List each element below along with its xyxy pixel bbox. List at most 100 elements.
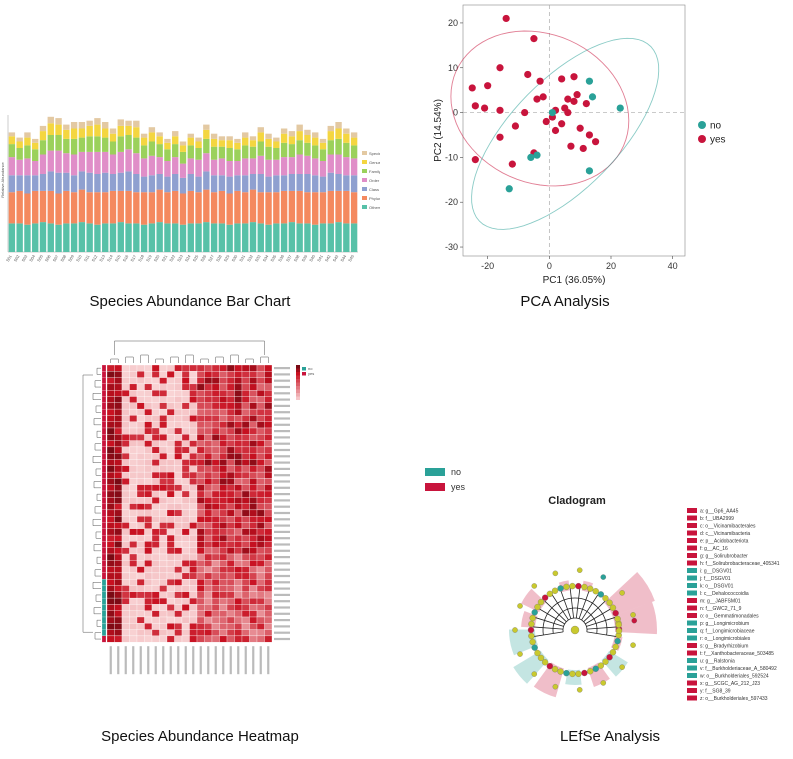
heatmap-cell [174,503,183,511]
bar-segment [273,223,280,252]
bar-segment [109,190,117,224]
heatmap-cell [136,364,145,372]
heatmap-cell [226,446,235,454]
heatmap-group-cell [101,472,107,479]
heatmap-row-label-placeholder [274,474,290,477]
heatmap-cell [136,446,145,454]
heatmap-cell [189,579,198,586]
heatmap-cell [226,503,235,511]
bar-segment [304,135,311,143]
heatmap-col-label-placeholder [139,646,142,675]
cladogram-node [541,594,549,601]
bar-x-tick-label: S02 [13,253,21,262]
heatmap-cell [106,471,115,479]
pca-point-yes [496,133,504,141]
heatmap-group-cell [101,541,107,548]
heatmap-cell [159,528,168,536]
bar-segment [343,133,350,143]
heatmap-cell [204,459,213,466]
heatmap-cell [196,383,205,391]
bar-segment [86,223,93,252]
heatmap-group-cell [101,390,107,397]
heatmap-cell [136,408,145,416]
heatmap-cell [121,604,130,611]
heatmap-cell [264,484,273,492]
heatmap-col-label-placeholder [117,646,120,675]
heatmap-cell [211,635,220,643]
heatmap-cell [219,572,228,580]
bar-segment [350,223,358,252]
bar-segment [102,128,109,138]
cladogram-node [615,627,623,635]
cladogram-taxon-label: m: g__JABFSM01 [700,599,741,605]
heatmap-cell [264,516,273,523]
heatmap-cell [226,421,235,429]
pca-x-tick-label: 0 [547,261,552,271]
heatmap-cell [181,585,190,592]
heatmap-cell [196,553,205,561]
bar-x-tick-label: S44 [339,253,347,262]
cladogram-ring [542,597,608,636]
heatmap-cell [151,597,160,605]
heatmap-col-label-placeholder [177,646,180,675]
heatmap-cell [136,566,145,574]
bar-segment [273,137,280,142]
bar-segment [265,176,272,193]
heatmap-cell [121,566,130,574]
bar-segment [242,132,249,138]
bar-segment [179,193,187,225]
heatmap-cell [196,478,205,485]
bar-segment [319,142,327,150]
cladogram-node [537,654,545,662]
heatmap-column-dendrogram [110,340,269,363]
bar-segment [94,192,101,225]
pca-point-yes [468,84,476,92]
heatmap-cell [234,434,243,441]
pca-point-no [533,151,541,159]
heatmap-cell [144,541,153,548]
heatmap-cell [121,383,130,391]
heatmap-cell [219,459,228,466]
heatmap-cell [114,597,123,605]
heatmap-cell [234,408,243,416]
heatmap-cell [106,446,115,454]
heatmap-cell [219,484,228,492]
heatmap-cell [219,610,228,618]
heatmap-cell [256,490,265,498]
heatmap-cell [106,478,115,485]
bar-segment [312,158,319,176]
cladogram-node [575,582,582,590]
heatmap-cell [129,566,138,574]
bar-segment [16,148,23,160]
heatmap-cell [129,484,138,492]
heatmap-cell [211,541,220,548]
heatmap-cell [166,534,175,542]
heatmap-group-cell [101,560,107,567]
bar-segment [24,224,31,252]
heatmap-cell [106,597,115,605]
heatmap-cell [106,623,115,630]
bar-segment [296,124,303,132]
bar-segment [70,128,78,139]
heatmap-cell [204,509,213,517]
heatmap-cell [189,434,198,441]
bar-segment [195,141,202,148]
heatmap-cell [136,377,145,385]
heatmap-cell [181,497,190,504]
bar-segment [102,151,109,173]
cladogram-taxon-label: c: o__Vicinamibacterales [700,524,756,530]
heatmap-cell [129,408,138,416]
bar-segment [234,138,241,143]
heatmap-cell [249,534,258,542]
heatmap-cell [129,516,138,523]
cladogram-taxon-swatch [687,545,697,551]
heatmap-cell [106,579,115,586]
heatmap-cell [166,478,175,485]
heatmap-cell [181,560,190,567]
heatmap-cell [196,547,205,555]
bar-segment [55,172,62,194]
heatmap-cell [181,484,190,492]
heatmap-cell [241,484,250,492]
cladogram-clade-highlight [604,572,655,617]
heatmap-cell [249,421,258,429]
